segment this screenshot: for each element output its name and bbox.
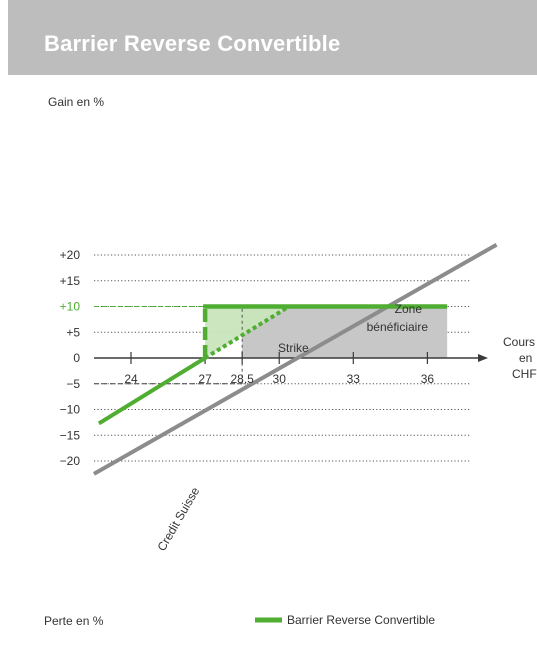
series-layer <box>92 242 498 476</box>
y-tick-label: +10 <box>60 300 81 314</box>
x-axis-title-line1: Cours <box>503 335 535 349</box>
x-tick-label: 33 <box>347 372 361 386</box>
x-axis-arrow <box>478 354 488 362</box>
x-tick-label: 24 <box>124 372 138 386</box>
y-tick-label: +15 <box>60 274 81 288</box>
y-tick-label: 0 <box>73 351 80 365</box>
y-tick-label: −15 <box>60 428 81 442</box>
x-tick-label: 28,5 <box>230 372 254 386</box>
y-tick-label: +20 <box>60 248 81 262</box>
y-tick-label: −5 <box>66 377 80 391</box>
x-tick-label: 36 <box>421 372 435 386</box>
x-tick-label: 27 <box>198 372 212 386</box>
y-tick-label: +5 <box>66 325 80 339</box>
y-axis-title-bottom: Perte en % <box>44 614 104 628</box>
chart-title: Barrier Reverse Convertible <box>44 31 341 56</box>
zone-label-line1: Zone <box>395 302 423 316</box>
credit-suisse-label: Credit Suisse <box>154 484 202 553</box>
series-brc-loss-leg <box>97 356 207 426</box>
x-axis-title-line3: CHF <box>512 367 537 381</box>
title-bar: Barrier Reverse Convertible <box>8 0 537 75</box>
legend-label: Barrier Reverse Convertible <box>287 613 435 627</box>
y-tick-label: −20 <box>60 454 81 468</box>
dotted-path <box>204 304 291 360</box>
y-axis-title-top: Gain en % <box>48 95 104 109</box>
strike-label: Strike <box>278 341 309 355</box>
series-credit-suisse <box>92 242 498 476</box>
x-axis-title-line2: en <box>519 351 532 365</box>
y-tick-label: −10 <box>60 403 81 417</box>
reference-lines <box>94 306 243 385</box>
zone-label-line2: bénéficiaire <box>367 320 429 334</box>
x-tick-label: 30 <box>273 372 287 386</box>
